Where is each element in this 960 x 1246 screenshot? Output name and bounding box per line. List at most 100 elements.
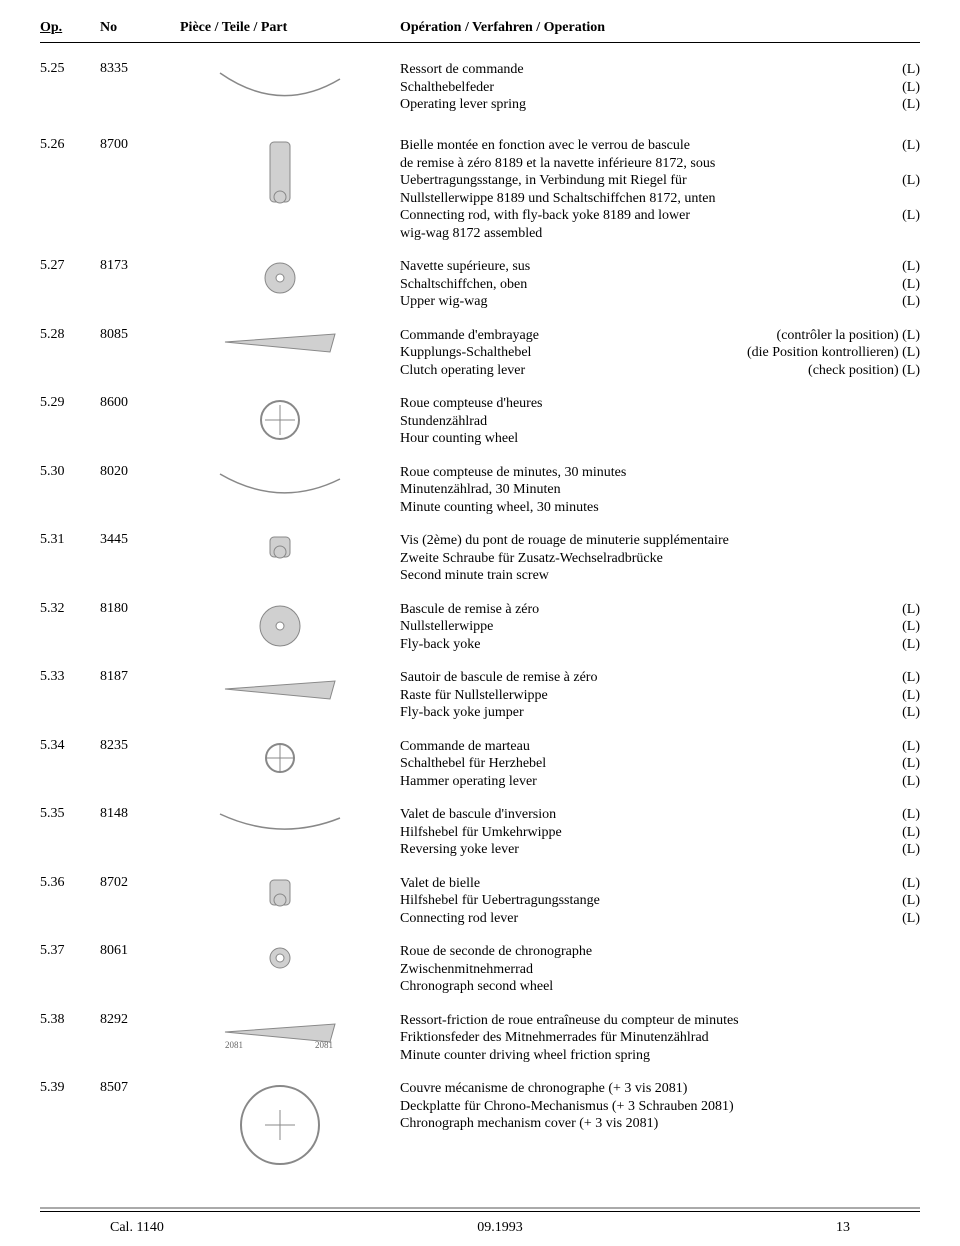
desc-marker: (die Position kontrollieren) (L) bbox=[739, 344, 920, 362]
desc-text: Connecting rod, with fly-back yoke 8189 … bbox=[400, 207, 894, 225]
desc-text: Upper wig-wag bbox=[400, 293, 894, 311]
desc-text: Friktionsfeder des Mitnehmerrades für Mi… bbox=[400, 1029, 920, 1047]
desc-line: Minute counter driving wheel friction sp… bbox=[400, 1047, 920, 1065]
part-image bbox=[180, 532, 400, 562]
part-row: 5.313445 Vis (2ème) du pont de rouage de… bbox=[40, 532, 920, 585]
desc-line: Couvre mécanisme de chronographe (+ 3 vi… bbox=[400, 1080, 920, 1098]
desc-text: Minute counter driving wheel friction sp… bbox=[400, 1047, 920, 1065]
desc-text: Ressort de commande bbox=[400, 61, 894, 79]
desc-line: Sautoir de bascule de remise à zéro(L) bbox=[400, 669, 920, 687]
row-description: Roue compteuse de minutes, 30 minutesMin… bbox=[400, 464, 920, 517]
row-description: Roue de seconde de chronographeZwischenm… bbox=[400, 943, 920, 996]
part-row: 5.368702 Valet de bielle(L)Hilfshebel fü… bbox=[40, 875, 920, 928]
part-row: 5.398507 Couvre mécanisme de chronograph… bbox=[40, 1080, 920, 1170]
desc-text: Nullstellerwippe 8189 und Schaltschiffch… bbox=[400, 190, 920, 208]
desc-text: Minutenzählrad, 30 Minuten bbox=[400, 481, 920, 499]
row-description: Vis (2ème) du pont de rouage de minuteri… bbox=[400, 532, 920, 585]
header-piece: Pièce / Teile / Part bbox=[180, 20, 400, 36]
row-description: Couvre mécanisme de chronographe (+ 3 vi… bbox=[400, 1080, 920, 1133]
desc-text: Commande de marteau bbox=[400, 738, 894, 756]
desc-line: Commande de marteau(L) bbox=[400, 738, 920, 756]
part-row: 5.328180 Bascule de remise à zéro(L)Null… bbox=[40, 601, 920, 654]
desc-line: Fly-back yoke(L) bbox=[400, 636, 920, 654]
desc-line: Raste für Nullstellerwippe(L) bbox=[400, 687, 920, 705]
desc-line: Commande d'embrayage(contrôler la positi… bbox=[400, 327, 920, 345]
desc-text: Couvre mécanisme de chronographe (+ 3 vi… bbox=[400, 1080, 920, 1098]
part-row: 5.298600 Roue compteuse d'heuresStundenz… bbox=[40, 395, 920, 448]
desc-marker: (L) bbox=[894, 601, 920, 619]
part-row: 5.278173 Navette supérieure, sus(L)Schal… bbox=[40, 258, 920, 311]
part-image bbox=[180, 258, 400, 298]
desc-text: Chronograph second wheel bbox=[400, 978, 920, 996]
desc-line: Uebertragungsstange, in Verbindung mit R… bbox=[400, 172, 920, 190]
header-op: Op. bbox=[40, 20, 100, 36]
desc-text: Vis (2ème) du pont de rouage de minuteri… bbox=[400, 532, 920, 550]
desc-line: Bascule de remise à zéro(L) bbox=[400, 601, 920, 619]
row-op: 5.35 bbox=[40, 806, 100, 822]
desc-text: Clutch operating lever bbox=[400, 362, 800, 380]
part-image: 20812081 bbox=[180, 1012, 400, 1052]
desc-text: Kupplungs-Schalthebel bbox=[400, 344, 739, 362]
desc-text: Reversing yoke lever bbox=[400, 841, 894, 859]
row-op: 5.36 bbox=[40, 875, 100, 891]
row-description: Commande d'embrayage(contrôler la positi… bbox=[400, 327, 920, 380]
part-image bbox=[180, 806, 400, 846]
row-no: 8600 bbox=[100, 395, 180, 411]
desc-line: Second minute train screw bbox=[400, 567, 920, 585]
desc-line: Nullstellerwippe(L) bbox=[400, 618, 920, 636]
desc-line: Schalthebelfeder(L) bbox=[400, 79, 920, 97]
desc-text: Bielle montée en fonction avec le verrou… bbox=[400, 137, 894, 155]
desc-marker: (L) bbox=[894, 773, 920, 791]
desc-line: wig-wag 8172 assembled bbox=[400, 225, 920, 243]
part-image bbox=[180, 137, 400, 207]
row-op: 5.31 bbox=[40, 532, 100, 548]
svg-text:2081: 2081 bbox=[315, 1040, 333, 1050]
desc-line: Schalthebel für Herzhebel(L) bbox=[400, 755, 920, 773]
part-image bbox=[180, 327, 400, 357]
desc-line: Upper wig-wag(L) bbox=[400, 293, 920, 311]
desc-line: Hammer operating lever(L) bbox=[400, 773, 920, 791]
desc-line: Schaltschiffchen, oben(L) bbox=[400, 276, 920, 294]
part-image bbox=[180, 395, 400, 445]
row-no: 3445 bbox=[100, 532, 180, 548]
row-description: Valet de bielle(L)Hilfshebel für Uebertr… bbox=[400, 875, 920, 928]
desc-line: Friktionsfeder des Mitnehmerrades für Mi… bbox=[400, 1029, 920, 1047]
footer-cal: Cal. 1140 bbox=[110, 1220, 164, 1236]
part-row: 5.38829220812081Ressort-friction de roue… bbox=[40, 1012, 920, 1065]
row-op: 5.32 bbox=[40, 601, 100, 617]
row-op: 5.26 bbox=[40, 137, 100, 153]
desc-text: Nullstellerwippe bbox=[400, 618, 894, 636]
desc-line: Operating lever spring(L) bbox=[400, 96, 920, 114]
desc-text: de remise à zéro 8189 et la navette infé… bbox=[400, 155, 920, 173]
desc-line: Minutenzählrad, 30 Minuten bbox=[400, 481, 920, 499]
row-op: 5.28 bbox=[40, 327, 100, 343]
row-op: 5.38 bbox=[40, 1012, 100, 1028]
part-row: 5.378061 Roue de seconde de chronographe… bbox=[40, 943, 920, 996]
row-no: 8702 bbox=[100, 875, 180, 891]
desc-marker: (L) bbox=[894, 704, 920, 722]
desc-marker: (L) bbox=[894, 841, 920, 859]
desc-text: Raste für Nullstellerwippe bbox=[400, 687, 894, 705]
desc-text: Zwischenmitnehmerrad bbox=[400, 961, 920, 979]
row-op: 5.33 bbox=[40, 669, 100, 685]
page-footer: Cal. 1140 09.1993 13 bbox=[40, 1220, 920, 1236]
desc-marker: (L) bbox=[894, 824, 920, 842]
parts-list: 5.258335Ressort de commande(L)Schalthebe… bbox=[40, 61, 920, 1170]
row-description: Sautoir de bascule de remise à zéro(L)Ra… bbox=[400, 669, 920, 722]
part-image bbox=[180, 1080, 400, 1170]
table-header: Op. No Pièce / Teile / Part Opération / … bbox=[40, 20, 920, 43]
part-image bbox=[180, 669, 400, 709]
part-image bbox=[180, 464, 400, 514]
header-no: No bbox=[100, 20, 180, 36]
desc-line: Valet de bielle(L) bbox=[400, 875, 920, 893]
desc-text: Navette supérieure, sus bbox=[400, 258, 894, 276]
desc-line: Stundenzählrad bbox=[400, 413, 920, 431]
footer-page: 13 bbox=[836, 1220, 850, 1236]
desc-text: Valet de bascule d'inversion bbox=[400, 806, 894, 824]
desc-line: Connecting rod lever(L) bbox=[400, 910, 920, 928]
row-description: Roue compteuse d'heuresStundenzählradHou… bbox=[400, 395, 920, 448]
desc-text: Hammer operating lever bbox=[400, 773, 894, 791]
desc-text: Schalthebelfeder bbox=[400, 79, 894, 97]
desc-line: Vis (2ème) du pont de rouage de minuteri… bbox=[400, 532, 920, 550]
desc-line: Connecting rod, with fly-back yoke 8189 … bbox=[400, 207, 920, 225]
